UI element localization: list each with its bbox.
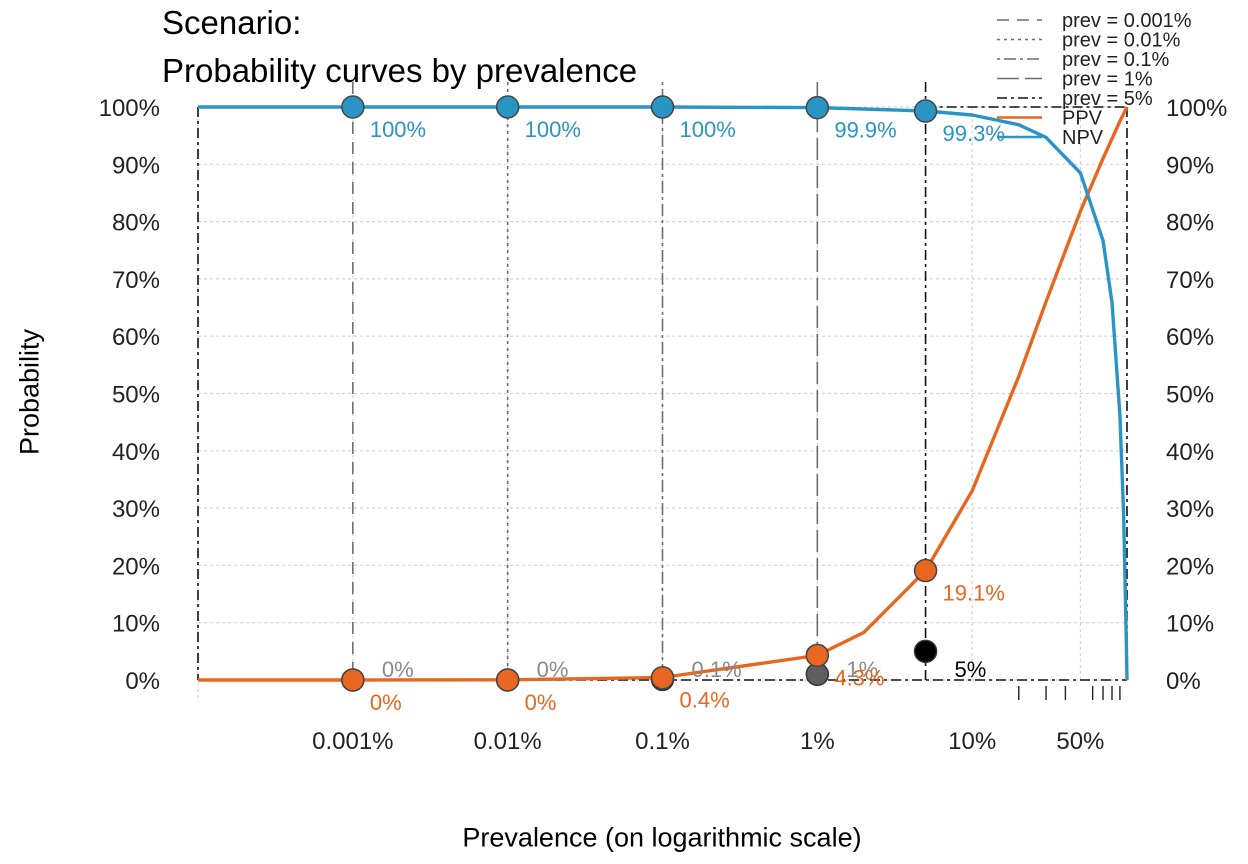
npv-value-label: 99.3% bbox=[943, 121, 1005, 146]
prev-value-label: 0% bbox=[537, 657, 569, 682]
x-tick-label: 50% bbox=[1056, 728, 1104, 755]
y-tick-label-left: 0% bbox=[125, 668, 160, 695]
y-tick-label-right: 20% bbox=[1166, 553, 1214, 580]
npv-point bbox=[495, 95, 520, 119]
x-tick-label: 10% bbox=[948, 728, 996, 755]
ppv-point bbox=[341, 668, 365, 692]
npv-value-label: 100% bbox=[370, 117, 426, 142]
y-tick-label-left: 40% bbox=[112, 439, 160, 466]
legend-label-prev: prev = 0.001% bbox=[1062, 10, 1192, 32]
y-tick-label-left: 50% bbox=[112, 382, 160, 409]
legend-label-prev: prev = 0.1% bbox=[1062, 49, 1170, 71]
ppv-point bbox=[495, 668, 520, 692]
npv-point bbox=[341, 95, 365, 119]
ppv-value-label: 0% bbox=[525, 690, 557, 715]
prev-value-label: 0% bbox=[382, 657, 414, 682]
legend-label-ppv: PPV bbox=[1062, 108, 1103, 130]
ppv-point bbox=[913, 558, 938, 583]
series-line-npv bbox=[198, 105, 1129, 681]
y-tick-label-right: 90% bbox=[1166, 152, 1214, 179]
legend-label-prev: prev = 5% bbox=[1062, 88, 1153, 110]
y-tick-label-right: 0% bbox=[1166, 668, 1201, 695]
y-tick-label-right: 40% bbox=[1166, 439, 1214, 466]
npv-point bbox=[650, 95, 675, 119]
legend-label-prev: prev = 0.01% bbox=[1062, 30, 1181, 52]
y-tick-label-left: 30% bbox=[112, 496, 160, 523]
y-tick-label-right: 100% bbox=[1166, 95, 1227, 122]
series-line-ppv bbox=[198, 106, 1129, 682]
y-tick-label-left: 70% bbox=[112, 267, 160, 294]
npv-value-label: 100% bbox=[525, 117, 581, 142]
y-tick-label-left: 20% bbox=[112, 553, 160, 580]
y-axis-label: Probability bbox=[14, 328, 45, 456]
npv-value-label: 100% bbox=[680, 117, 736, 142]
prev-value-label: 0.1% bbox=[692, 657, 742, 682]
x-tick-label: 1% bbox=[800, 728, 835, 755]
legend-label-npv: NPV bbox=[1062, 127, 1104, 149]
ppv-point bbox=[650, 665, 675, 690]
y-tick-label-left: 100% bbox=[99, 95, 160, 122]
legend-label-prev: prev = 1% bbox=[1062, 69, 1153, 91]
ppv-value-label: 19.1% bbox=[943, 581, 1005, 606]
y-tick-label-left: 60% bbox=[112, 324, 160, 351]
y-tick-label-right: 30% bbox=[1166, 496, 1214, 523]
prev-value-label: 5% bbox=[955, 657, 987, 682]
x-tick-label: 0.001% bbox=[312, 728, 393, 755]
x-tick-label: 0.1% bbox=[635, 728, 690, 755]
y-tick-label-right: 10% bbox=[1166, 611, 1214, 638]
prev-point bbox=[913, 639, 938, 664]
y-tick-label-left: 80% bbox=[112, 210, 160, 237]
y-tick-label-left: 10% bbox=[112, 611, 160, 638]
ppv-value-label: 0.4% bbox=[680, 688, 730, 713]
ppv-point bbox=[805, 643, 830, 668]
ppv-value-label: 0% bbox=[370, 690, 402, 715]
y-tick-label-left: 90% bbox=[112, 152, 160, 179]
chart-title: Scenario: bbox=[162, 4, 302, 41]
prev-value-label: 1% bbox=[846, 657, 878, 682]
x-tick-label: 0.01% bbox=[474, 728, 542, 755]
npv-value-label: 99.9% bbox=[834, 118, 896, 143]
y-tick-label-right: 80% bbox=[1166, 210, 1214, 237]
npv-point bbox=[913, 99, 938, 123]
ppv-value-label: 4.3% bbox=[834, 665, 884, 690]
chart-subtitle: Probability curves by prevalence bbox=[162, 52, 638, 89]
y-tick-label-right: 50% bbox=[1166, 382, 1214, 409]
y-tick-label-right: 70% bbox=[1166, 267, 1214, 294]
x-axis-label: Prevalence (on logarithmic scale) bbox=[462, 822, 862, 853]
npv-point bbox=[805, 95, 830, 120]
y-tick-label-right: 60% bbox=[1166, 324, 1214, 351]
